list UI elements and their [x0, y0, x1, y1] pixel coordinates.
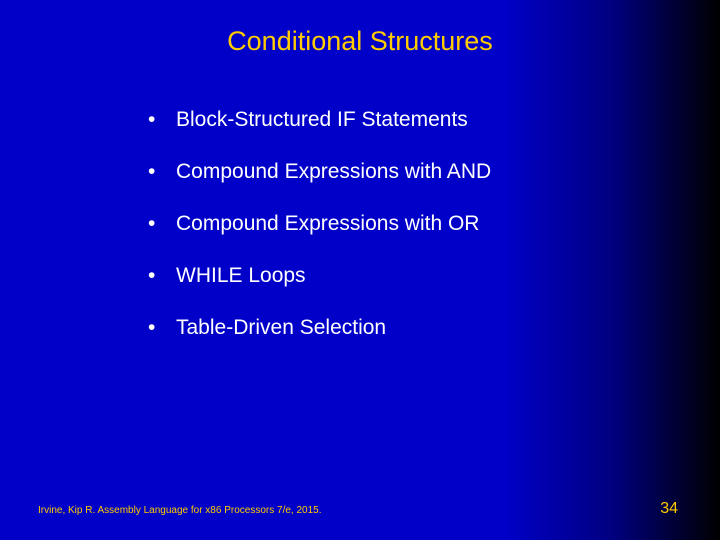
list-item: WHILE Loops	[142, 264, 491, 288]
list-item: Compound Expressions with OR	[142, 212, 491, 236]
list-item: Block-Structured IF Statements	[142, 108, 491, 132]
bullet-list: Block-Structured IF Statements Compound …	[142, 108, 491, 368]
page-number: 34	[660, 500, 678, 518]
slide-title: Conditional Structures	[0, 26, 720, 57]
list-item: Compound Expressions with AND	[142, 160, 491, 184]
slide: Conditional Structures Block-Structured …	[0, 0, 720, 540]
list-item: Table-Driven Selection	[142, 316, 491, 340]
footer-citation: Irvine, Kip R. Assembly Language for x86…	[38, 505, 322, 516]
